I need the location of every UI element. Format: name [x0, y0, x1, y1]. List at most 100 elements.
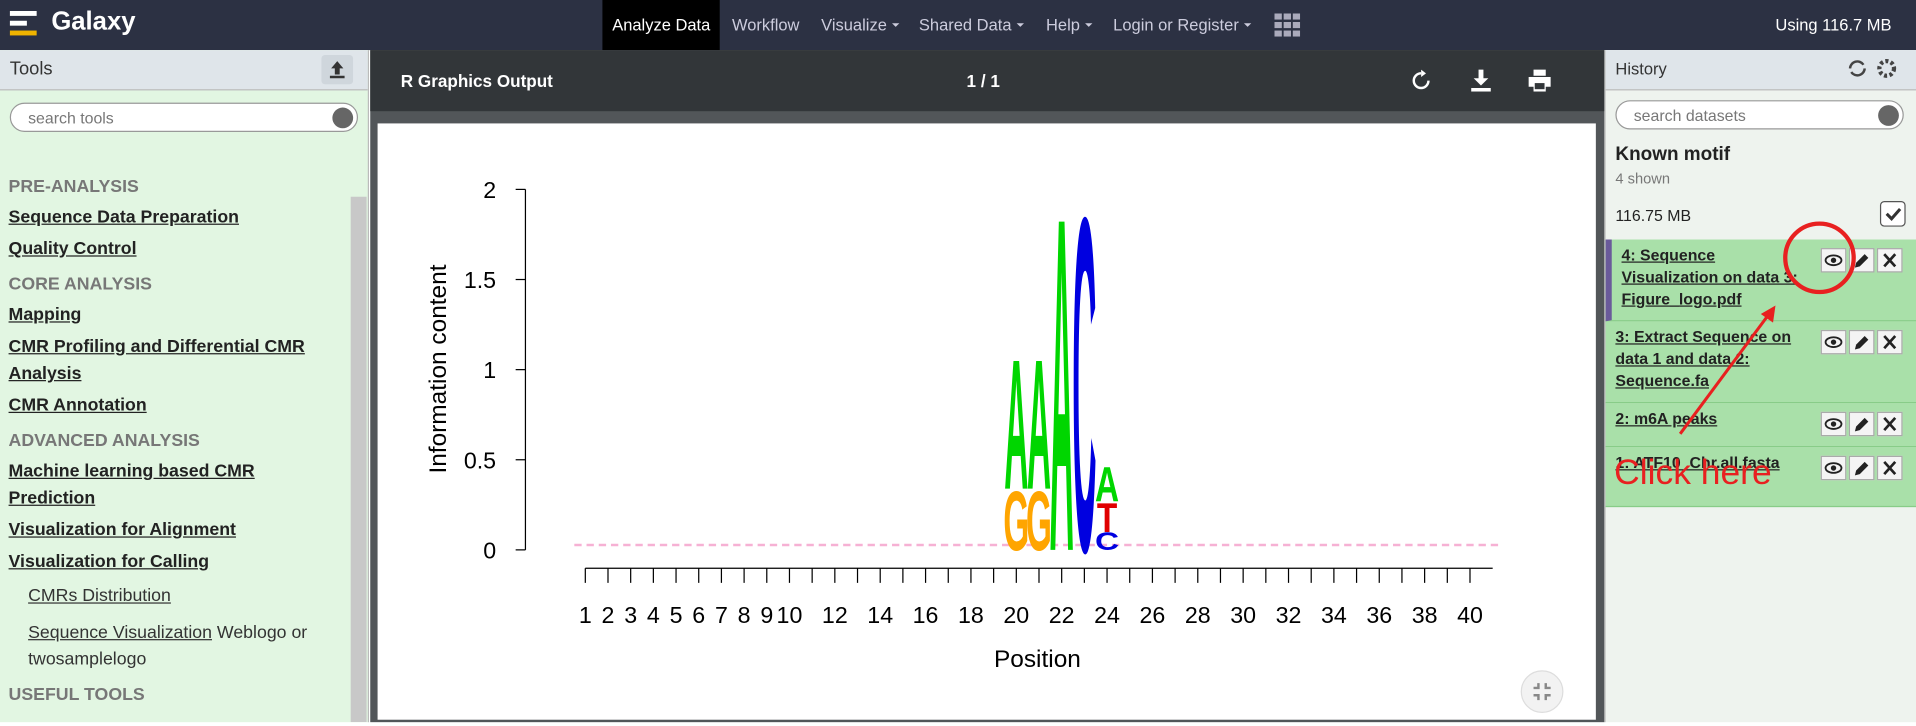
x-tick-label: 14	[867, 602, 893, 628]
eye-button[interactable]	[1820, 329, 1847, 355]
nav-item[interactable]: Workflow	[731, 15, 800, 35]
edit-button[interactable]	[1848, 248, 1875, 273]
y-tick-label: 0	[483, 537, 496, 563]
edit-button[interactable]	[1848, 455, 1875, 481]
icon-part	[1854, 336, 1869, 350]
icon	[1824, 336, 1843, 348]
x-tick-label: 18	[958, 602, 984, 628]
tool-name[interactable]: Sequence Visualization	[28, 623, 212, 643]
eye-button[interactable]	[1820, 248, 1847, 273]
x-tick-label: 6	[692, 602, 705, 628]
x-tick-label: 40	[1457, 602, 1483, 628]
dataset-title[interactable]: 2: m6A peaks	[1615, 409, 1718, 428]
rotate-button[interactable]	[1410, 69, 1432, 92]
tool-panel-title: Tools	[0, 50, 368, 91]
x-tick-label: 22	[1049, 602, 1075, 628]
tool-search[interactable]: search tools	[9, 102, 359, 132]
section-heading: PRE-ANALYSIS	[8, 177, 139, 197]
icon	[1883, 335, 1897, 350]
x-tick-label: 10	[777, 602, 803, 628]
icon-part	[1830, 339, 1837, 345]
nav-item[interactable]: Shared Data	[919, 0, 1024, 50]
download-button[interactable]	[1470, 68, 1492, 92]
y-tick-label: 1	[483, 357, 496, 383]
icon-part	[1854, 461, 1869, 476]
logo	[9, 10, 37, 36]
tool-link[interactable]: Visualization for Alignment	[8, 520, 236, 541]
clear-search[interactable]	[332, 107, 354, 129]
tool-link[interactable]: Quality Control	[8, 239, 137, 260]
icon	[1854, 417, 1869, 432]
sub-tool: CMRs Distribution	[28, 583, 338, 610]
x-tick-label: 34	[1321, 602, 1347, 628]
delete-button[interactable]	[1876, 248, 1903, 273]
x-tick-label: 9	[760, 602, 773, 628]
tool-link[interactable]: Sequence Data Preparation	[8, 207, 239, 228]
delete-button[interactable]	[1876, 329, 1903, 355]
x-tick-label: 30	[1230, 602, 1256, 628]
nav-item[interactable]: Help	[1046, 0, 1092, 50]
y-tick-label: 2	[483, 177, 496, 203]
logo-letter: C	[1072, 123, 1096, 651]
x-tick-label: 7	[715, 602, 728, 628]
eye-button[interactable]	[1820, 411, 1847, 437]
x-tick-label: 28	[1185, 602, 1211, 628]
tool-name[interactable]: CMRs Distribution	[28, 586, 171, 607]
history-size: 116.75 MB	[1615, 206, 1692, 225]
logo-letter: A	[1050, 123, 1074, 651]
nav-item[interactable]: Visualize	[821, 0, 899, 50]
delete-button[interactable]	[1876, 411, 1903, 437]
x-tick-label: 20	[1003, 602, 1029, 628]
apps-grid[interactable]	[1274, 13, 1301, 37]
icon	[1883, 253, 1897, 268]
clear-search[interactable]	[1878, 105, 1899, 126]
dataset-title[interactable]: 4: Sequence Visualization on data 3: Fig…	[1621, 245, 1798, 308]
section-heading: CORE ANALYSIS	[8, 274, 152, 295]
logo-letter: A	[1095, 457, 1119, 512]
nav-item[interactable]: Analyze Data	[602, 0, 721, 51]
icon-part	[1830, 421, 1837, 427]
y-axis-label: Information content	[425, 264, 452, 473]
x-tick-label: 36	[1366, 602, 1392, 628]
eye-button[interactable]	[1820, 455, 1847, 481]
delete-button[interactable]	[1876, 455, 1903, 481]
x-tick-label: 3	[624, 602, 637, 628]
dataset: 3: Extract Sequence on data 1 and data 2…	[1605, 321, 1916, 404]
logo-letter: T	[1097, 495, 1117, 542]
fullscreen-button[interactable]	[1518, 667, 1567, 716]
dataset-title[interactable]: 3: Extract Sequence on data 1 and data 2…	[1615, 327, 1792, 390]
navbar: Galaxy Analyze Data Workflow Visualize Shar…	[0, 0, 1916, 51]
tool-link[interactable]: Machine learning based CMR Prediction	[8, 461, 255, 509]
tool-link[interactable]: CMR Annotation	[8, 395, 147, 416]
icon-part	[1824, 336, 1843, 348]
tool-link[interactable]: CMR Profiling and Differential CMR Analy…	[8, 337, 305, 384]
icon	[1883, 417, 1897, 432]
x-tick-label: 1	[579, 602, 592, 628]
upload-button[interactable]	[321, 54, 354, 85]
nav-item[interactable]: Login or Register	[1113, 0, 1251, 50]
history-name[interactable]: Known motif	[1615, 144, 1731, 165]
x-tick-label: 26	[1140, 602, 1166, 628]
viewer-toolbar: R Graphics Output 1 / 1	[370, 50, 1605, 112]
brand[interactable]: Galaxy	[51, 7, 136, 36]
dataset-title[interactable]: 1: ATF10_Chr.all.fasta	[1615, 453, 1780, 472]
print-button[interactable]	[1527, 68, 1551, 92]
section-heading: ADVANCED ANALYSIS	[8, 431, 200, 451]
dataset: 1: ATF10_Chr.all.fasta	[1605, 447, 1916, 508]
history-panel: History search datasets Known motif 4 sh…	[1604, 50, 1916, 723]
tool-link[interactable]: Visualization for Calling	[8, 552, 210, 572]
edit-button[interactable]	[1848, 411, 1875, 437]
pdf-page: Information content Position 0 0.5 1 1.5 2 1 2…	[377, 118, 1596, 720]
tool-link[interactable]: Mapping	[8, 305, 82, 326]
select-all[interactable]	[1879, 200, 1906, 227]
icon-part	[1830, 465, 1837, 471]
icon-part	[1883, 335, 1897, 350]
scrollbar[interactable]	[350, 196, 367, 723]
edit-button[interactable]	[1848, 329, 1875, 355]
icon-part	[1854, 417, 1869, 432]
history-options[interactable]	[1846, 57, 1897, 79]
dataset-search[interactable]: search datasets	[1615, 100, 1904, 130]
icon-part	[1854, 254, 1869, 268]
